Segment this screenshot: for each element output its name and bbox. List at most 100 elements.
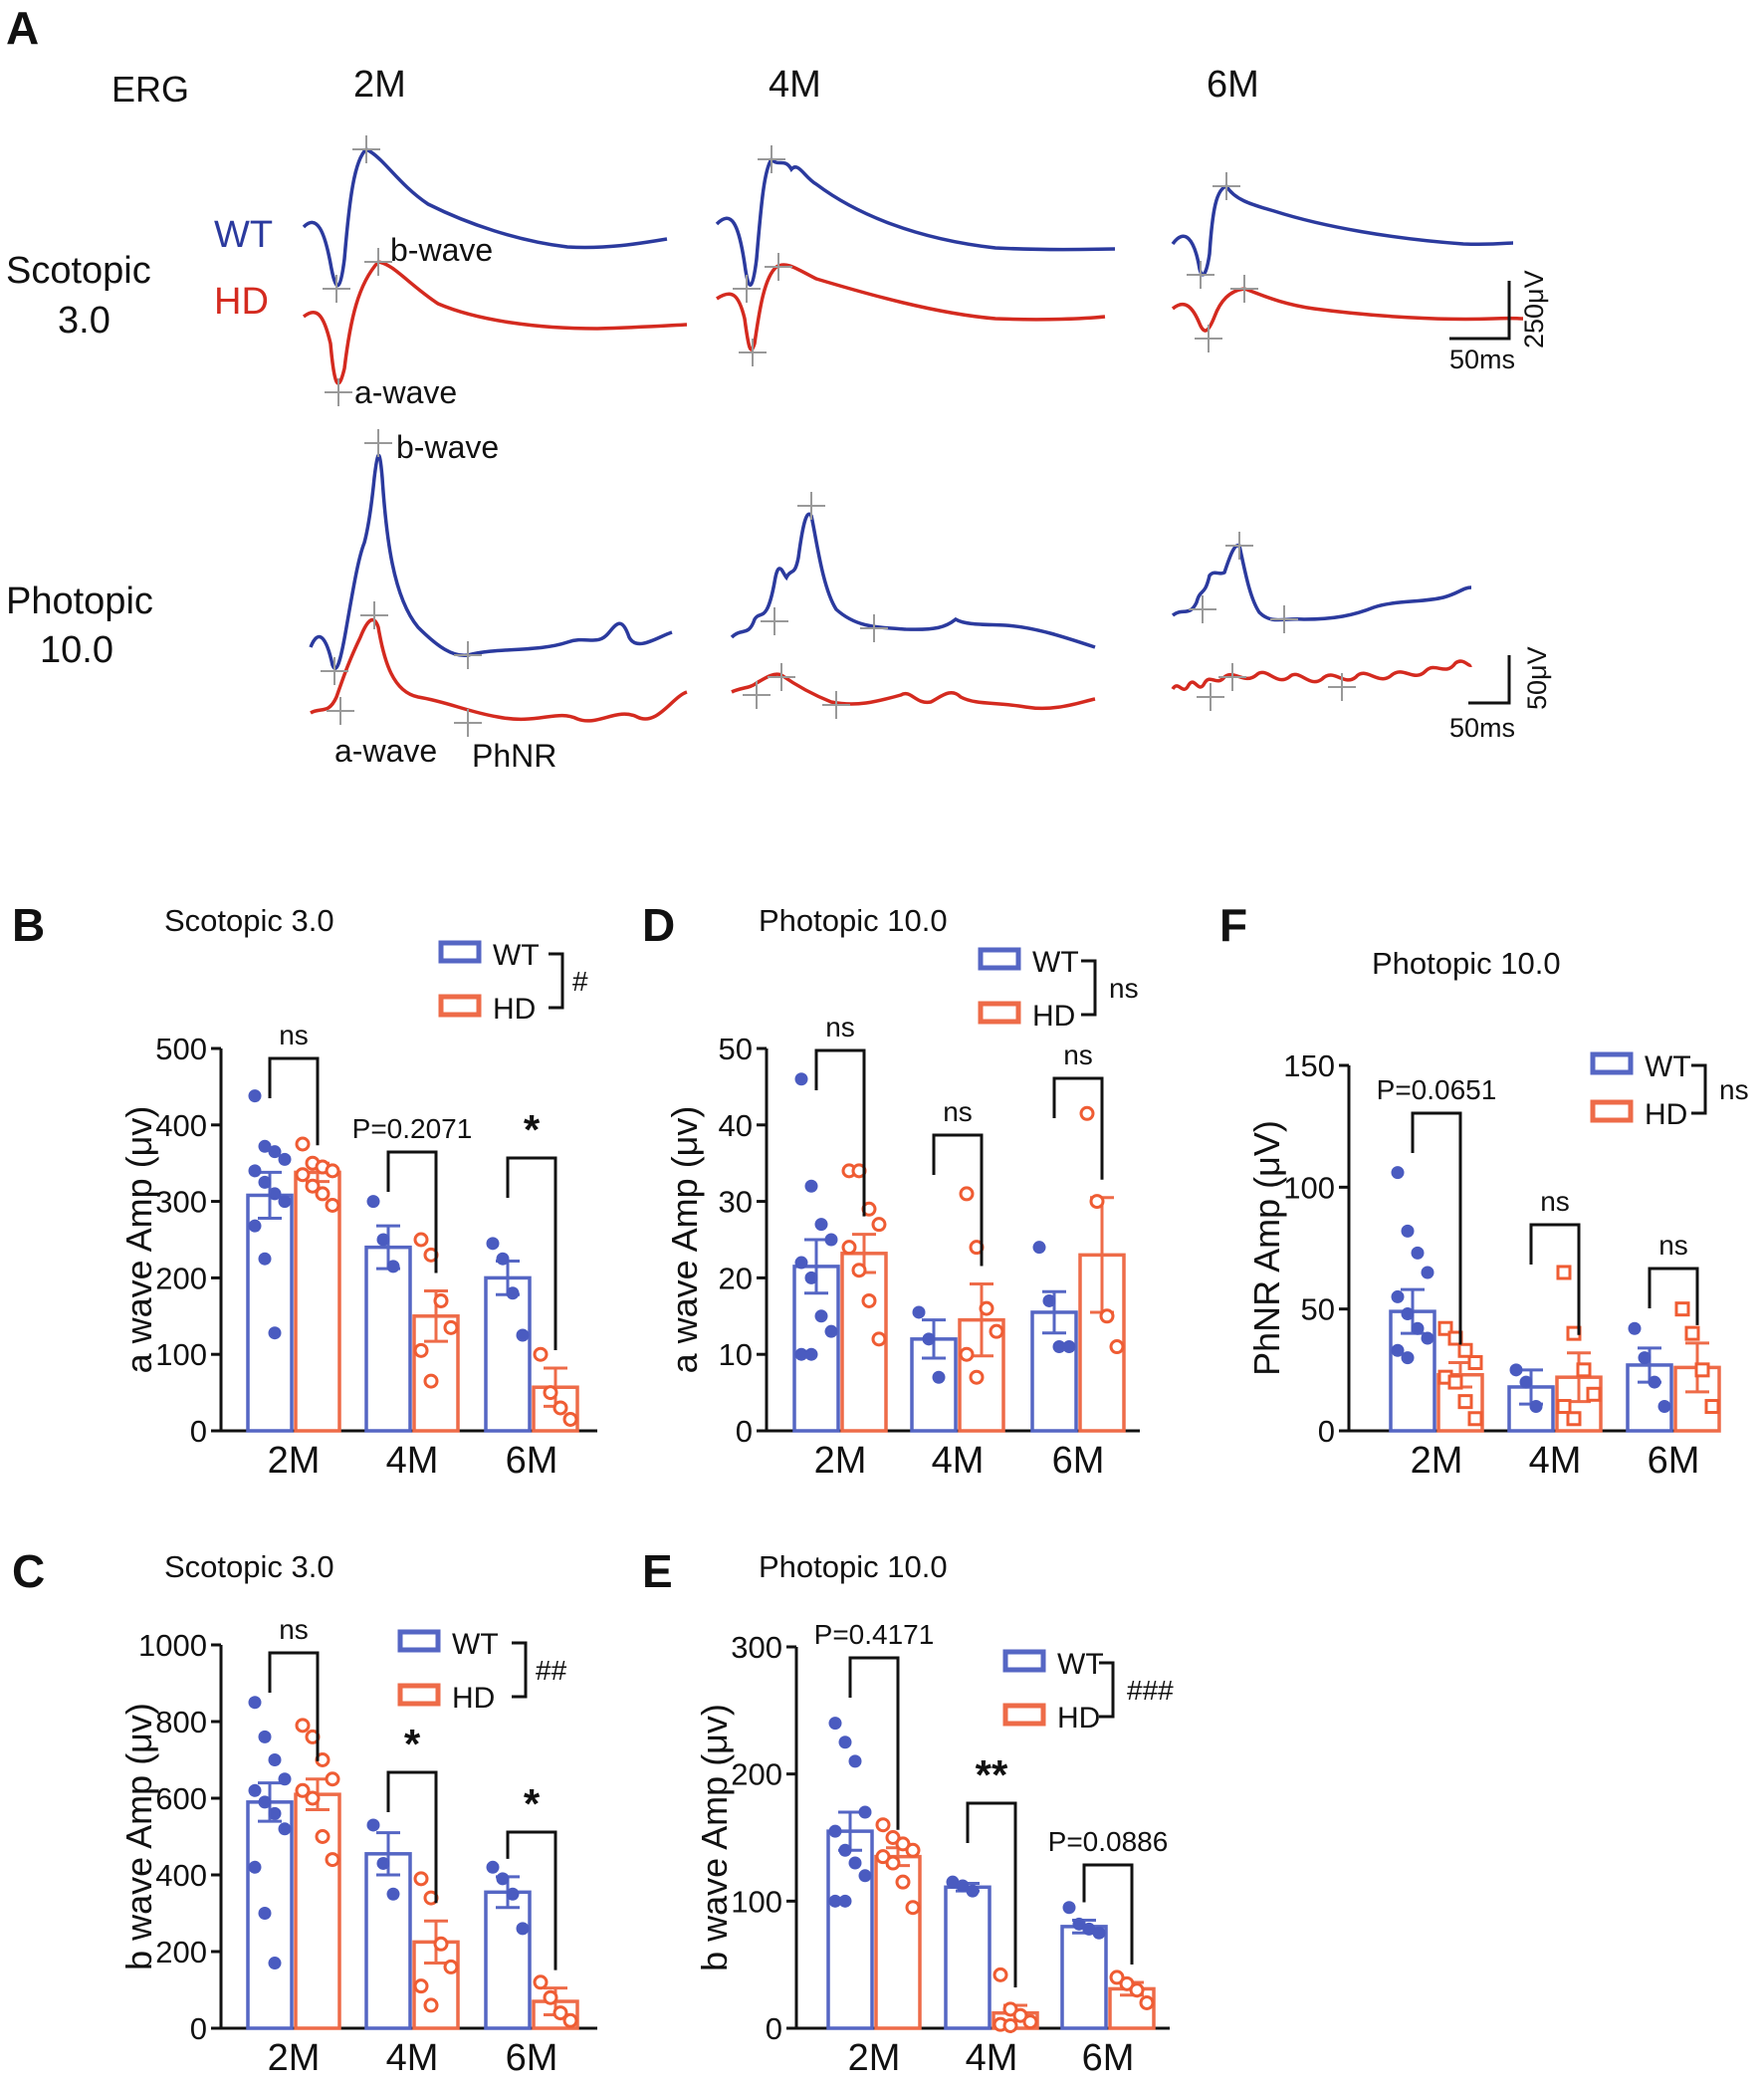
point-e-wt-2-0 [1062,1901,1076,1915]
y-tick-label-c-4: 800 [155,1705,207,1739]
point-d-hd-2-0 [1079,1105,1095,1121]
y-tick-label-d-0: 0 [736,1414,753,1449]
trace-scotopic-4m-hd [716,263,1106,351]
legend-bracket-e [1099,1661,1115,1719]
trace-photopic-6m-wt [1171,543,1472,622]
point-d-wt-0-8 [794,1347,808,1361]
point-c-wt-2-1 [496,1872,510,1886]
x-tick-label-e-2: 6M [1082,2037,1135,2079]
y-tick-label-b-0: 0 [190,1414,207,1449]
point-b-wt-0-7 [278,1195,292,1209]
scale-bar-scotopic [1449,281,1511,341]
y-tick-label-d-2: 20 [719,1261,753,1295]
sig-bracket-c-1 [386,1770,438,1904]
age-label-2m: 2M [353,64,406,106]
point-e-hd-0-2 [895,1836,911,1852]
y-axis-label-f: PhNR Amp (μV) [1246,1120,1287,1376]
sig-bracket-e-0 [848,1656,900,1830]
scale-bar-photopic [1468,655,1511,705]
legend-swatch-d-hd [978,1001,1021,1025]
row-label-photopic: Photopic [6,580,153,622]
sig-label-b-2: * [524,1106,541,1153]
x-tick-label-e-1: 4M [966,2037,1018,2079]
legend-sig-d: ns [1109,973,1139,1004]
y-tick-label-d-1: 10 [719,1337,753,1372]
point-f-wt-1-2 [1529,1400,1543,1414]
row-label-scotopic: Scotopic [6,250,151,292]
sig-bracket-b-0 [268,1056,320,1146]
x-tick-label-f-2: 6M [1648,1440,1700,1482]
point-f-wt-0-5 [1401,1307,1415,1321]
point-b-hd-2-0 [533,1346,549,1362]
point-d-hd-1-4 [959,1346,975,1362]
legend-swatch-c-hd [397,1683,441,1707]
legend-swatch-d-wt [978,947,1021,971]
point-c-wt-0-8 [248,1860,262,1874]
y-axis-label-b: a wave Amp (μv) [118,1106,159,1374]
legend-swatch-c-wt [397,1629,441,1653]
point-b-wt-0-8 [248,1219,262,1233]
point-b-hd-2-1 [543,1385,558,1401]
point-d-hd-2-2 [1099,1308,1115,1324]
point-f-hd-2-1 [1684,1325,1700,1341]
legend-sig-c: ## [536,1655,567,1686]
point-f-wt-0-9 [1401,1351,1415,1365]
age-label-6m: 6M [1207,64,1259,106]
legend-swatch-f-hd [1590,1099,1634,1123]
point-b-wt-0-2 [268,1145,282,1159]
point-c-hd-2-1 [543,1989,558,2005]
y-tick-label-f-2: 100 [1283,1170,1335,1205]
point-f-hd-0-7 [1467,1411,1483,1427]
legend-label-d-wt: WT [1032,946,1079,979]
point-e-wt-0-6 [848,1856,862,1870]
sig-bracket-b-1 [386,1150,438,1274]
x-tick-label-b-2: 6M [506,1440,558,1482]
point-b-wt-0-0 [248,1089,262,1103]
sig-bracket-e-2 [1082,1863,1134,1966]
bar-e-wt-1 [944,1885,992,2030]
legend-label-b-hd: HD [493,993,536,1026]
y-tick-label-f-3: 150 [1283,1048,1335,1083]
legend-swatch-e-hd [1002,1703,1046,1727]
point-e-wt-2-2 [1082,1922,1096,1936]
point-d-wt-1-0 [912,1305,926,1319]
y-axis-label-c: b wave Amp (μv) [118,1703,159,1970]
point-f-wt-0-6 [1411,1321,1425,1335]
sig-label-c-0: ns [279,1614,309,1645]
point-e-wt-1-1 [956,1879,970,1893]
point-b-wt-0-3 [278,1152,292,1166]
x-tick-label-d-2: 6M [1052,1440,1105,1482]
panel-a-erg-traces: A ERG 2M 4M 6M Scotopic 3.0 Photopic 10.… [6,2,1552,774]
point-c-wt-1-2 [386,1887,400,1901]
legend-bracket-f [1691,1063,1707,1115]
point-d-hd-1-2 [979,1300,994,1316]
legend-sig-e: ### [1127,1675,1174,1706]
point-d-hd-0-3 [871,1217,887,1233]
point-f-wt-2-0 [1628,1321,1642,1335]
point-e-hd-1-2 [1012,2007,1028,2023]
scale-photopic-voltage: 50μV [1522,646,1552,710]
point-d-wt-0-5 [804,1271,818,1284]
point-c-hd-1-4 [413,1978,429,1994]
trace-scotopic-2m-wt [302,146,668,288]
annot-a-wave-photopic: a-wave [334,733,437,769]
y-tick-label-c-1: 200 [155,1935,207,1969]
point-e-wt-2-1 [1072,1917,1086,1931]
point-e-wt-0-3 [858,1805,872,1819]
point-b-wt-1-2 [386,1260,400,1274]
point-e-wt-0-8 [828,1894,842,1908]
legend-label-f-wt: WT [1645,1050,1691,1083]
sig-bracket-f-2 [1648,1267,1699,1325]
point-c-wt-0-9 [258,1907,272,1920]
point-d-wt-1-2 [932,1370,946,1384]
sig-bracket-d-2 [1052,1076,1104,1180]
x-tick-label-c-1: 4M [386,2037,439,2079]
point-b-hd-0-7 [325,1197,340,1213]
point-f-hd-2-0 [1674,1301,1690,1317]
y-tick-label-c-2: 400 [155,1858,207,1893]
point-c-hd-0-7 [325,1852,340,1868]
annot-b-wave-scotopic: b-wave [390,232,493,268]
x-tick-label-c-0: 2M [268,2037,321,2079]
point-f-hd-1-5 [1566,1411,1582,1427]
point-e-wt-0-9 [838,1894,852,1908]
